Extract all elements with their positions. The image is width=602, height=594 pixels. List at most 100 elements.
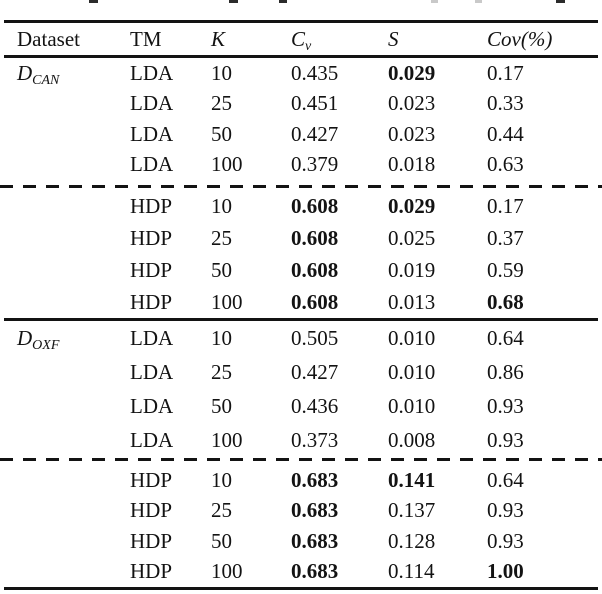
table-row: LDA 25 0.451 0.023 0.33 xyxy=(0,89,602,120)
caption-descender-mark xyxy=(89,0,98,3)
table-row: HDP 10 0.608 0.029 0.17 xyxy=(0,190,602,222)
table-rule-top xyxy=(4,20,598,23)
dataset-cell: DCAN xyxy=(17,60,60,88)
table-header-row: Dataset TM K Cv S Cov(%) xyxy=(0,23,602,55)
cov-cell: 0.37 xyxy=(487,225,524,250)
table-row: LDA 100 0.373 0.008 0.93 xyxy=(0,423,602,457)
table-rule-between-datasets xyxy=(4,318,598,321)
k-cell: 10 xyxy=(211,325,232,350)
s-cell: 0.023 xyxy=(388,91,436,116)
header-k: K xyxy=(211,26,226,51)
cov-cell: 0.93 xyxy=(487,498,524,523)
s-cell: 0.010 xyxy=(388,359,436,384)
s-cell: 0.023 xyxy=(388,121,436,146)
bottom-margin xyxy=(0,590,602,594)
s-cell: 0.010 xyxy=(388,393,436,418)
table-row: HDP 10 0.683 0.141 0.64 xyxy=(0,465,602,496)
tm-cell: LDA xyxy=(130,325,174,350)
cv-cell: 0.427 xyxy=(291,359,339,384)
cropped-caption-strip xyxy=(0,0,602,20)
k-cell: 100 xyxy=(211,289,243,314)
cov-cell: 0.86 xyxy=(487,359,524,384)
s-cell: 0.019 xyxy=(388,257,436,282)
caption-descender-mark xyxy=(229,0,238,3)
cv-cell: 0.379 xyxy=(291,152,339,177)
s-cell: 0.141 xyxy=(388,467,436,492)
k-cell: 50 xyxy=(211,257,232,282)
tm-cell: LDA xyxy=(130,60,174,85)
caption-descender-mark xyxy=(556,0,565,3)
dataset-cell: DOXF xyxy=(17,325,60,353)
k-cell: 50 xyxy=(211,393,232,418)
cv-cell: 0.608 xyxy=(291,289,339,314)
k-cell: 10 xyxy=(211,60,232,85)
tm-cell: HDP xyxy=(130,225,173,250)
tm-cell: LDA xyxy=(130,152,174,177)
table-row: LDA 50 0.436 0.010 0.93 xyxy=(0,389,602,423)
cov-cell: 0.17 xyxy=(487,60,524,85)
cov-cell: 0.17 xyxy=(487,193,524,218)
s-cell: 0.008 xyxy=(388,427,436,452)
tm-cell: HDP xyxy=(130,498,173,523)
table-row: LDA 100 0.379 0.018 0.63 xyxy=(0,150,602,181)
cov-cell: 0.33 xyxy=(487,91,524,116)
tm-cell: HDP xyxy=(130,289,173,314)
header-cov: Cov(%) xyxy=(487,26,553,51)
tm-cell: HDP xyxy=(130,528,173,553)
tm-cell: HDP xyxy=(130,559,173,584)
cv-cell: 0.427 xyxy=(291,121,339,146)
tm-cell: LDA xyxy=(130,393,174,418)
cov-cell: 0.64 xyxy=(487,325,524,350)
cv-cell: 0.683 xyxy=(291,528,339,553)
tm-cell: LDA xyxy=(130,91,174,116)
table-row: LDA 25 0.427 0.010 0.86 xyxy=(0,355,602,389)
cov-cell: 0.63 xyxy=(487,152,524,177)
table-row: HDP 25 0.608 0.025 0.37 xyxy=(0,222,602,254)
s-cell: 0.010 xyxy=(388,325,436,350)
tm-cell: HDP xyxy=(130,467,173,492)
table-row: HDP 50 0.608 0.019 0.59 xyxy=(0,254,602,286)
s-cell: 0.013 xyxy=(388,289,436,314)
k-cell: 100 xyxy=(211,559,243,584)
k-cell: 50 xyxy=(211,121,232,146)
cov-cell: 0.44 xyxy=(487,121,524,146)
cv-cell: 0.505 xyxy=(291,325,339,350)
table-row: DOXF LDA 10 0.505 0.010 0.64 xyxy=(0,321,602,355)
header-cv: Cv xyxy=(291,26,312,54)
cv-cell: 0.683 xyxy=(291,467,339,492)
header-dataset: Dataset xyxy=(17,26,80,51)
section-dcan-hdp: HDP 10 0.608 0.029 0.17 HDP 25 0.608 0.0… xyxy=(0,190,602,318)
cv-cell: 0.683 xyxy=(291,559,339,584)
k-cell: 50 xyxy=(211,528,232,553)
cv-cell: 0.683 xyxy=(291,498,339,523)
cv-cell: 0.436 xyxy=(291,393,339,418)
s-cell: 0.128 xyxy=(388,528,436,553)
table-row: LDA 50 0.427 0.023 0.44 xyxy=(0,119,602,150)
tm-cell: LDA xyxy=(130,427,174,452)
k-cell: 10 xyxy=(211,193,232,218)
cv-cell: 0.608 xyxy=(291,257,339,282)
tm-cell: HDP xyxy=(130,193,173,218)
header-tm: TM xyxy=(130,26,162,51)
table-row: DCAN LDA 10 0.435 0.029 0.17 xyxy=(0,58,602,89)
cv-cell: 0.608 xyxy=(291,225,339,250)
cov-cell: 0.68 xyxy=(487,289,524,314)
tm-cell: LDA xyxy=(130,359,174,384)
cv-cell: 0.451 xyxy=(291,91,339,116)
table-rule-under-header xyxy=(4,55,598,58)
table-row: HDP 50 0.683 0.128 0.93 xyxy=(0,526,602,557)
k-cell: 100 xyxy=(211,427,243,452)
dashed-separator xyxy=(0,180,602,190)
table-row: HDP 100 0.683 0.114 1.00 xyxy=(0,557,602,588)
cv-cell: 0.435 xyxy=(291,60,339,85)
tm-cell: LDA xyxy=(130,121,174,146)
caption-descender-mark xyxy=(475,0,482,3)
table-rule-bottom xyxy=(4,587,598,590)
k-cell: 25 xyxy=(211,359,232,384)
cov-cell: 0.59 xyxy=(487,257,524,282)
cv-cell: 0.373 xyxy=(291,427,339,452)
section-doxf-lda: DOXF LDA 10 0.505 0.010 0.64 LDA 25 0.42… xyxy=(0,321,602,457)
header-s: S xyxy=(388,26,399,51)
s-cell: 0.018 xyxy=(388,152,436,177)
